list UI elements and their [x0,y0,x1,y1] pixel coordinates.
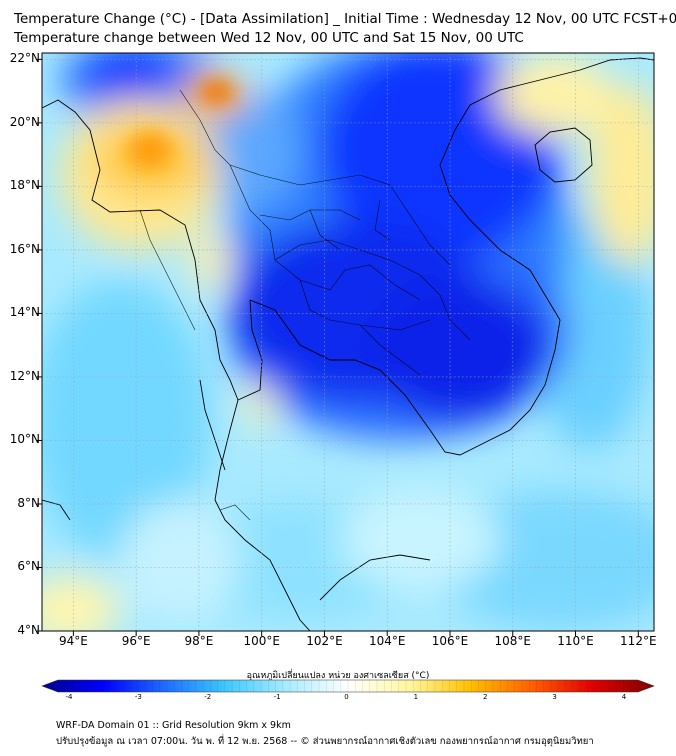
lat-label: 8°N [17,495,40,510]
footer-update-info: ปรับปรุงข้อมูล ณ เวลา 07:00น. วัน พ. ที่… [56,736,594,747]
plot-frame [41,52,655,632]
lon-label: 100°E [243,634,280,648]
lat-label: 4°N [17,623,40,637]
colorbar-tick-label: 0 [344,693,349,701]
lon-label: 98°E [184,634,214,648]
gridlines [42,53,654,631]
axis-ticks [37,58,639,636]
lon-label: 110°E [557,634,594,648]
colorbar-tick-label: 3 [552,693,557,701]
lon-label: 94°E [58,634,88,648]
lat-label: 14°N [9,305,40,320]
colorbar-tick-label: 2 [483,693,488,701]
lon-label: 102°E [306,634,343,648]
colorbar-tick-label: 4 [621,693,627,701]
lon-label: 96°E [121,634,151,648]
colorbar-tick-label: 1 [413,693,419,701]
colorbar-tick-label: -2 [204,693,212,701]
title-line-1: Temperature Change (°C) - [Data Assimila… [14,11,676,27]
lat-label: 20°N [9,114,40,129]
lat-label: 16°N [9,241,40,256]
colorbar-tick-label: -1 [273,693,281,701]
lon-label: 112°E [620,634,657,648]
lon-label: 108°E [494,634,532,648]
temperature-change-map [37,52,655,636]
lat-label: 10°N [9,432,40,447]
lat-label: 12°N [9,368,40,383]
lon-label: 106°E [431,634,469,648]
colorbar-tick-label: -3 [134,693,142,701]
colorbar-tick-label: -4 [65,693,73,701]
borders [139,89,471,521]
title-line-2: Temperature change between Wed 12 Nov, 0… [14,30,524,46]
lat-label: 22°N [9,51,40,66]
colorbar-label: อุณหภูมิเปลี่ยนแปลง หน่วย องศาเซลเซียส (… [246,671,430,681]
lat-label: 18°N [9,178,40,193]
lon-label: 104°E [368,634,406,648]
temperature-field [42,53,654,631]
footer-model-info: WRF-DA Domain 01 :: Grid Resolution 9km … [56,720,291,731]
lat-label: 6°N [17,559,40,574]
